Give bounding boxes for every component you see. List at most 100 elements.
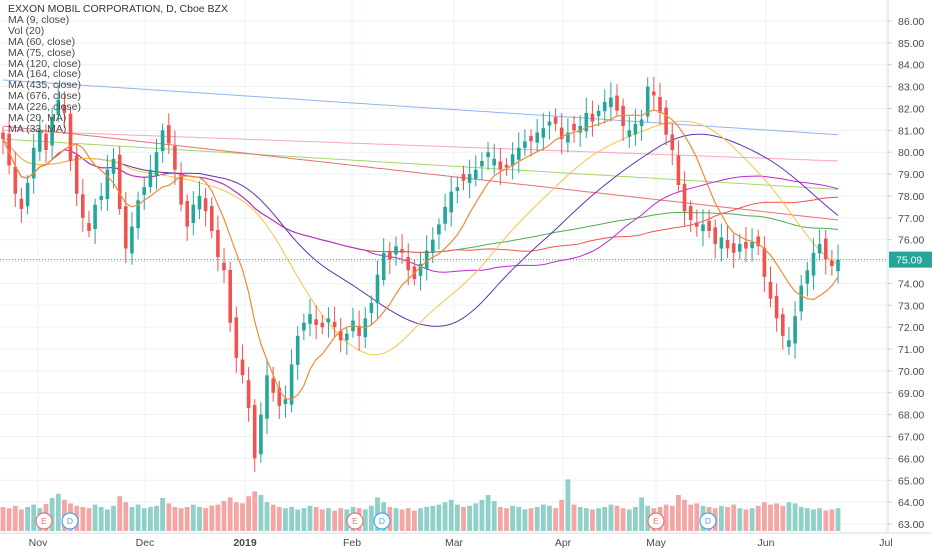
candle <box>750 228 754 262</box>
candle <box>517 132 521 174</box>
volume-bar <box>731 504 737 531</box>
candle-body <box>492 158 496 166</box>
x-tick-label: Apr <box>555 537 572 549</box>
candle <box>713 219 717 259</box>
event-badge-circle <box>647 512 665 530</box>
candle <box>130 212 134 265</box>
candle <box>142 177 146 210</box>
volume-bar <box>362 509 368 531</box>
legend-item-ma75[interactable]: MA (75, close) <box>8 46 76 59</box>
candle <box>13 151 18 207</box>
legend-item-ma33ma[interactable]: MA (33, MA) <box>8 122 67 135</box>
candle <box>25 175 30 215</box>
event-badge-circle <box>346 512 364 530</box>
candle <box>492 143 496 175</box>
candle-body <box>345 333 349 341</box>
legend-item-vol[interactable]: Vol (20) <box>8 24 45 37</box>
volume-bar <box>755 505 761 531</box>
candle <box>320 315 325 335</box>
y-tick-label: 69.00 <box>898 388 924 400</box>
legend-item-ma164[interactable]: MA (164, close) <box>8 68 81 81</box>
volume-bar <box>448 499 454 531</box>
volume-bar <box>332 510 337 531</box>
candle-body <box>338 330 343 341</box>
candle-body <box>203 198 208 212</box>
candle-body <box>160 130 165 151</box>
volume-bar <box>430 505 436 531</box>
candle <box>265 360 269 434</box>
volume-bar <box>491 501 497 531</box>
candle <box>394 236 398 266</box>
volume-bar <box>762 502 767 531</box>
candle <box>627 116 632 148</box>
volume-bar <box>276 507 282 531</box>
candle-body <box>836 259 840 272</box>
candle <box>461 165 466 191</box>
candle-body <box>111 158 116 174</box>
candle-body <box>216 229 220 258</box>
candle-body <box>793 316 797 344</box>
volume-bar <box>626 509 632 531</box>
candle-body <box>197 196 202 210</box>
y-tick-label: 76.00 <box>898 235 924 247</box>
legend-item-ma676[interactable]: MA (676, close) <box>8 90 81 103</box>
event-badge[interactable]: D <box>699 512 717 530</box>
legend-item-ma226[interactable]: MA (226, close) <box>8 101 81 114</box>
event-badge[interactable]: D <box>373 512 391 530</box>
candle <box>553 108 558 132</box>
candle-body <box>308 314 312 324</box>
y-tick-label: 82.00 <box>898 103 924 115</box>
volume-bar <box>694 503 700 531</box>
volume-bar <box>688 504 694 531</box>
candle-body <box>1 132 5 140</box>
event-badge[interactable]: E <box>346 512 364 530</box>
event-badge[interactable]: E <box>647 512 665 530</box>
legend-item-ma20ma[interactable]: MA (20, MA) <box>8 112 67 125</box>
candle <box>283 385 288 418</box>
volume-bar <box>203 508 208 531</box>
candle <box>271 366 275 402</box>
y-tick-label: 77.00 <box>898 213 924 225</box>
volume-bar <box>835 508 841 531</box>
last-price-line: 75.09 <box>0 251 932 268</box>
candle <box>547 111 552 140</box>
candle-body <box>517 147 521 160</box>
volume-bar <box>461 507 466 531</box>
volume-bar <box>240 503 245 531</box>
candle-body <box>124 206 128 249</box>
candle <box>167 113 171 154</box>
event-badge-label: E <box>653 516 659 526</box>
candle <box>738 234 742 260</box>
x-tick-label: 2019 <box>233 537 257 549</box>
candle-body <box>314 319 318 325</box>
volume-bar <box>80 507 86 531</box>
volume-bar <box>412 510 417 531</box>
candle <box>529 129 533 157</box>
volume-bar <box>583 508 589 531</box>
candle <box>68 106 73 171</box>
candle-body <box>222 262 226 271</box>
volume-bar <box>547 505 552 531</box>
candle-body <box>805 270 810 284</box>
candle-body <box>510 154 515 167</box>
candle-body <box>817 244 822 254</box>
legend-item-ma435[interactable]: MA (435, close) <box>8 79 81 92</box>
candle-body <box>627 130 632 137</box>
candle-body <box>725 239 730 249</box>
legend-item-ma9[interactable]: MA (9, close) <box>8 13 70 26</box>
event-badge[interactable]: D <box>61 512 79 530</box>
event-badge[interactable]: E <box>35 512 53 530</box>
candle <box>664 99 668 146</box>
candle-body <box>74 155 79 194</box>
ma-435-path <box>2 129 839 162</box>
legend-item-ma120[interactable]: MA (120, close) <box>8 57 81 70</box>
volume-bar <box>540 504 546 531</box>
candle-body <box>228 269 232 323</box>
legend-item-ma60[interactable]: MA (60, close) <box>8 35 76 48</box>
candle-body <box>148 169 153 187</box>
candle-body <box>7 133 11 166</box>
candle-body <box>105 169 110 200</box>
event-badge-circle <box>35 512 53 530</box>
